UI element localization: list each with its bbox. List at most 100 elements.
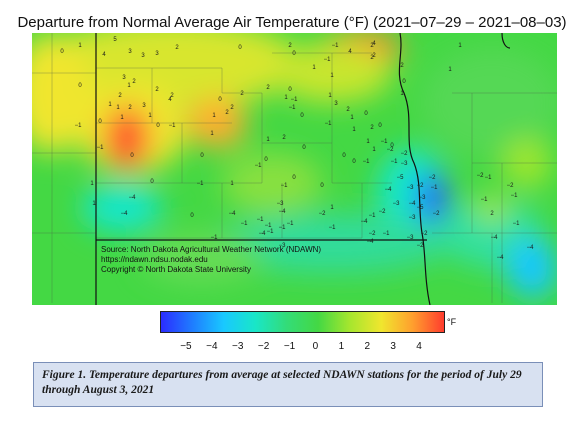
station-value: −1 [324, 57, 332, 63]
station-value: −1 [369, 213, 377, 219]
station-value: 0 [218, 97, 222, 103]
station-value: −4 [409, 201, 417, 207]
colorbar-tick: −4 [206, 341, 218, 352]
station-value: 1 [90, 181, 94, 187]
temperature-field [32, 33, 557, 305]
colorbar-tick: −1 [283, 341, 296, 352]
station-value: 2 [400, 63, 404, 69]
source-url: https://ndawn.ndsu.nodak.edu [101, 255, 208, 264]
station-value: 0 [364, 111, 368, 117]
station-value: 1 [350, 115, 354, 121]
station-value: 2 [370, 55, 374, 61]
station-value: −2 [369, 231, 377, 237]
station-value: 2 [240, 91, 244, 97]
station-value: 4 [372, 41, 376, 47]
station-value: 1 [448, 67, 452, 73]
station-value: 0 [98, 119, 102, 125]
station-value: −2 [319, 211, 327, 217]
station-value: 1 [116, 105, 120, 111]
station-value: −1 [325, 121, 333, 127]
station-value: −1 [279, 225, 287, 231]
station-value: 2 [225, 110, 229, 116]
station-value: −1 [332, 43, 340, 49]
station-value: −4 [229, 211, 237, 217]
station-value: 1 [148, 113, 152, 119]
map-title: Departure from Normal Average Air Temper… [17, 14, 567, 31]
colorbar-tick: 2 [364, 341, 371, 352]
station-value: −1 [381, 139, 389, 145]
station-value: 3 [142, 103, 146, 109]
station-value: −1 [265, 223, 273, 229]
station-value: −3 [279, 243, 287, 249]
colorbar-tick: 3 [390, 341, 396, 352]
station-value: 2 [128, 105, 132, 111]
station-value: 1 [92, 201, 96, 207]
station-value: 2 [490, 211, 494, 217]
station-value: 1 [352, 127, 356, 133]
station-value: −1 [287, 221, 295, 227]
station-value: 2 [288, 43, 292, 49]
station-value: 0 [60, 49, 64, 55]
station-value: −4 [121, 211, 129, 217]
station-value: −3 [409, 215, 417, 221]
station-value: 1 [372, 147, 376, 153]
station-value: 3 [155, 51, 159, 57]
station-value: 0 [352, 159, 356, 165]
station-value: 1 [328, 93, 332, 99]
station-value: 0 [200, 153, 204, 159]
station-value: −4 [129, 195, 137, 201]
station-value: −2 [429, 175, 437, 181]
station-value: −4 [367, 239, 375, 245]
station-value: 1 [458, 43, 462, 49]
station-value: 2 [155, 87, 159, 93]
station-value: 1 [230, 181, 234, 187]
station-value: −1 [513, 221, 521, 227]
station-value: −1 [97, 145, 105, 151]
figure-caption: Figure 1. Temperature departures from av… [33, 362, 543, 407]
map-source: Source: North Dakota Agricultural Weathe… [101, 245, 321, 275]
station-value: 0 [300, 113, 304, 119]
station-value: −4 [259, 231, 267, 237]
colorbar-unit: °F [447, 317, 457, 327]
source-copyright: Copyright © North Dakota State Universit… [101, 265, 251, 274]
station-value: −1 [481, 197, 489, 203]
station-value: 2 [170, 93, 174, 99]
station-value: 1 [127, 83, 131, 89]
station-value: 2 [266, 85, 270, 91]
station-value: −1 [267, 229, 275, 235]
station-value: −1 [485, 175, 493, 181]
station-value: 4 [102, 52, 106, 58]
station-value: 0 [302, 145, 306, 151]
station-value: 1 [266, 137, 270, 143]
station-value: 2 [230, 105, 234, 111]
station-value: −2 [421, 231, 429, 237]
station-value: 0 [320, 183, 324, 189]
station-value: 2 [370, 43, 374, 49]
colorbar-tick: −3 [232, 341, 244, 352]
station-value: 3 [141, 53, 145, 59]
state-borders [95, 33, 511, 305]
station-value: −2 [401, 151, 409, 157]
station-value: −5 [417, 205, 425, 211]
station-value: 2 [372, 53, 376, 59]
station-value: −1 [511, 193, 519, 199]
station-value: −1 [255, 163, 263, 169]
station-value: −3 [393, 201, 401, 207]
station-value: −1 [291, 97, 299, 103]
station-value: 2 [370, 125, 374, 131]
station-value: −3 [407, 185, 415, 191]
station-value: 5 [113, 37, 117, 43]
station-value: −4 [497, 255, 505, 261]
station-value: 0 [150, 179, 154, 185]
station-value: 1 [366, 139, 370, 145]
station-value: −2 [477, 173, 485, 179]
station-value: −1 [281, 183, 289, 189]
station-value: −3 [407, 235, 415, 241]
station-value: 1 [312, 65, 316, 71]
station-value: 1 [284, 95, 288, 101]
station-value: 2 [118, 93, 122, 99]
station-value: −1 [431, 185, 439, 191]
station-value: 0 [342, 153, 346, 159]
